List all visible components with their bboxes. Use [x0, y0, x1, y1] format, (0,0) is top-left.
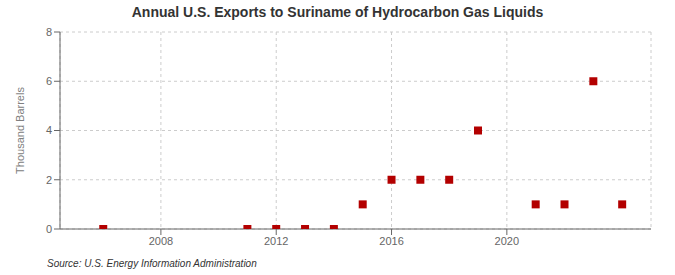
html-text:Annual U.S. Exports to Surinam: Annual U.S. Exports to Suriname of Hydro…: [131, 4, 544, 20]
svg-text:0: 0: [46, 223, 52, 235]
svg-text:2016: 2016: [379, 235, 403, 247]
svg-text:4: 4: [46, 124, 52, 136]
html-text:Source: U.S. Energy Informatio: Source: U.S. Energy Information Administ…: [47, 258, 257, 269]
svg-text:2008: 2008: [149, 235, 173, 247]
svg-text:Thousand Barrels: Thousand Barrels: [14, 87, 26, 174]
svg-text:2020: 2020: [495, 235, 519, 247]
svg-text:6: 6: [46, 75, 52, 87]
svg-text:2: 2: [46, 174, 52, 186]
svg-text:8: 8: [46, 26, 52, 38]
svg-text:2012: 2012: [264, 235, 288, 247]
